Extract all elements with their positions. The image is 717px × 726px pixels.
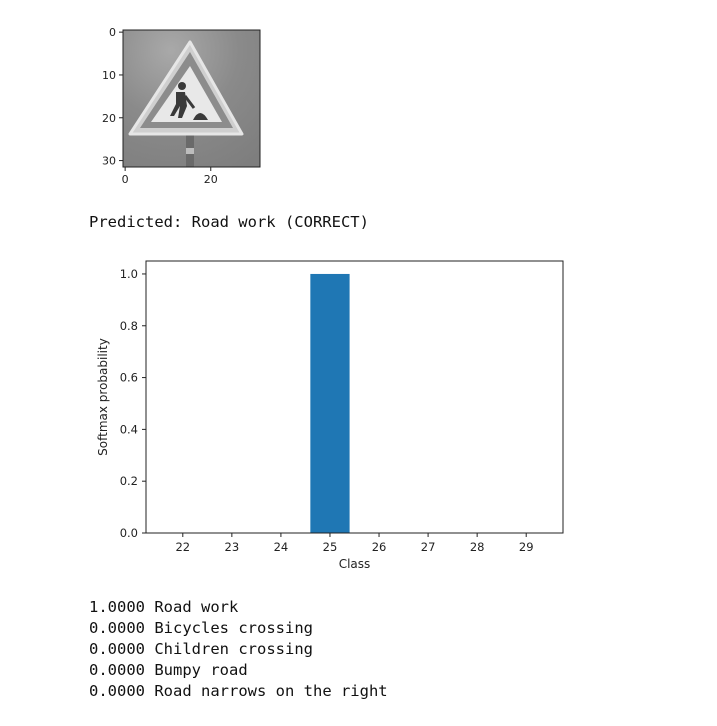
image-xtick-label: 20 <box>204 173 218 186</box>
image-ytick-label: 20 <box>102 112 116 125</box>
prediction-probability: 0.0000 <box>89 661 145 679</box>
prediction-probability: 0.0000 <box>89 619 145 637</box>
image-ytick-label: 0 <box>109 26 116 39</box>
prediction-label: Bumpy road <box>154 661 248 679</box>
prediction-label: Children crossing <box>154 640 313 658</box>
prediction-row: 1.0000 Road work <box>89 597 388 618</box>
ytick-label: 0.4 <box>120 422 138 436</box>
image-ytick-label: 30 <box>102 155 116 168</box>
prediction-row: 0.0000 Road narrows on the right <box>89 681 388 702</box>
top-predictions-list: 1.0000 Road work 0.0000 Bicycles crossing… <box>89 597 388 702</box>
input-image-plot: 0 20 0 10 20 30 <box>102 26 261 186</box>
prediction-label: Road narrows on the right <box>154 682 388 700</box>
ytick-label: 0.6 <box>120 371 138 385</box>
ytick-label: 0.8 <box>120 319 138 333</box>
prediction-probability: 1.0000 <box>89 598 145 616</box>
xtick-label: 23 <box>225 540 240 554</box>
x-axis-label: Class <box>339 557 371 571</box>
image-axes-frame <box>122 29 261 168</box>
prediction-label: Bicycles crossing <box>154 619 313 637</box>
prediction-row: 0.0000 Children crossing <box>89 639 388 660</box>
xtick-label: 26 <box>372 540 387 554</box>
prediction-probability: 0.0000 <box>89 682 145 700</box>
prediction-row: 0.0000 Bicycles crossing <box>89 618 388 639</box>
image-ticks: 0 20 0 10 20 30 <box>102 26 218 186</box>
xtick-label: 29 <box>519 540 534 554</box>
softmax-bar-chart: 22 23 24 25 26 27 28 29 0.0 0.2 0.4 0.6 0.8 1.0 Class S… <box>96 260 564 571</box>
prediction-probability: 0.0000 <box>89 640 145 658</box>
prediction-row: 0.0000 Bumpy road <box>89 660 388 681</box>
y-axis-label: Softmax probability <box>96 338 110 456</box>
xtick-label: 22 <box>175 540 190 554</box>
chart-axes-frame <box>145 260 564 534</box>
prediction-text: Predicted: Road work (CORRECT) <box>89 213 369 231</box>
road-work-sign-icon <box>128 40 244 167</box>
prediction-label: Road work <box>154 598 239 616</box>
ytick-label: 0.2 <box>120 474 138 488</box>
xtick-label: 27 <box>421 540 436 554</box>
ytick-label: 1.0 <box>120 267 138 281</box>
bar-class-25 <box>310 273 350 533</box>
image-xtick-label: 0 <box>122 173 129 186</box>
ytick-label: 0.0 <box>120 526 138 540</box>
xtick-label: 24 <box>274 540 289 554</box>
xtick-label: 28 <box>470 540 485 554</box>
image-ytick-label: 10 <box>102 69 116 82</box>
xtick-label: 25 <box>323 540 338 554</box>
input-image <box>123 30 260 167</box>
